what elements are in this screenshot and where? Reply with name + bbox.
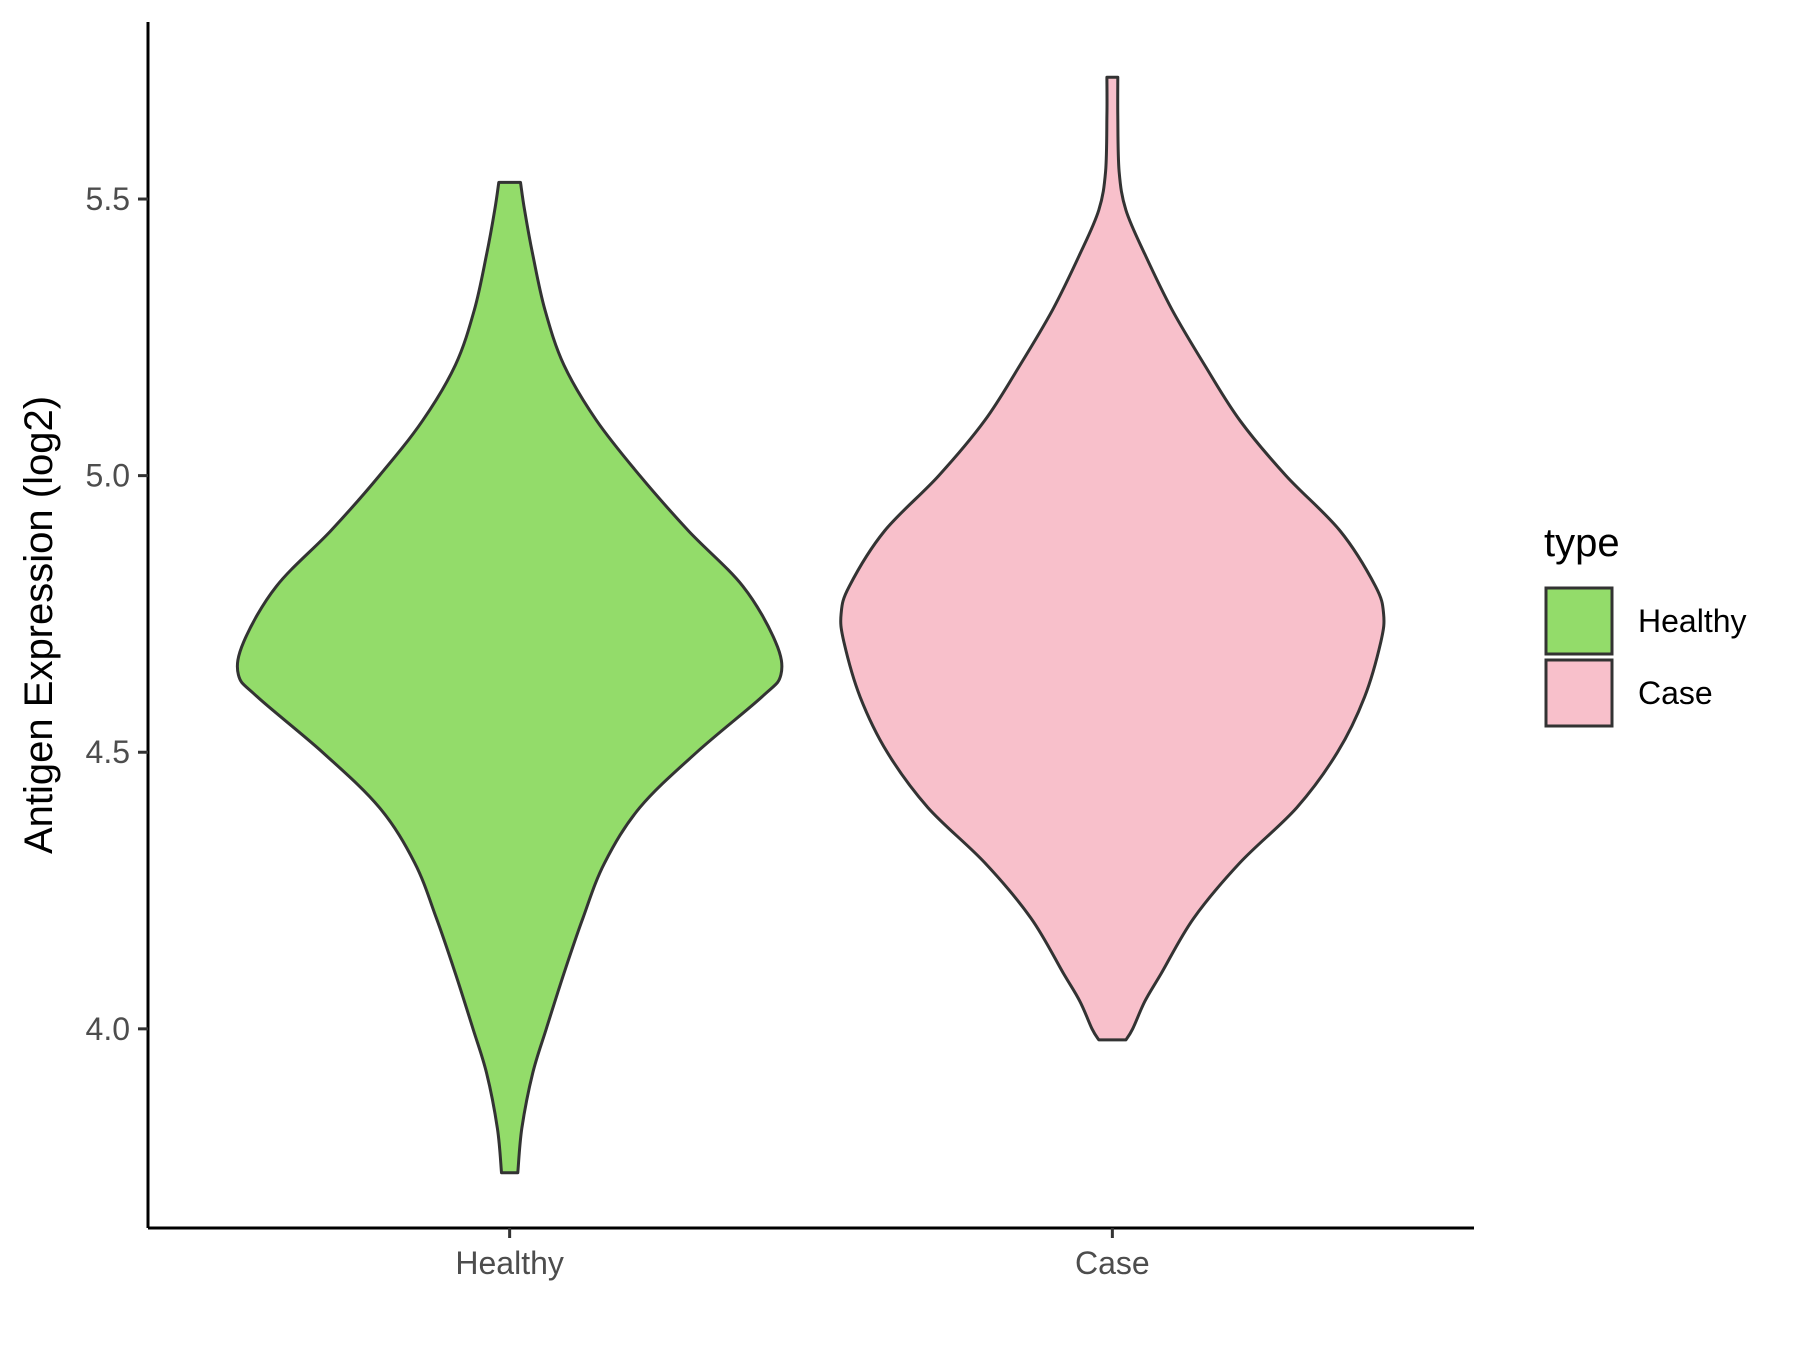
axes: 4.0 4.5 5.0 5.5 Healthy Case Antigen Express… — [17, 22, 1474, 1281]
legend-key-healthy — [1544, 586, 1614, 656]
violin-healthy — [235, 180, 784, 1175]
legend-entries: Healthy Case — [1544, 586, 1747, 728]
y-tick-label: 4.5 — [86, 734, 130, 770]
y-tick-label: 5.5 — [86, 181, 130, 217]
legend: type Healthy Case — [1544, 521, 1747, 728]
y-ticks: 4.0 4.5 5.0 5.5 — [86, 181, 148, 1047]
y-tick-label: 4.0 — [86, 1011, 130, 1047]
legend-key-case — [1544, 658, 1614, 728]
legend-label-case: Case — [1638, 675, 1713, 711]
violin-layer — [235, 75, 1386, 1175]
x-ticks: Healthy Case — [455, 1228, 1150, 1281]
legend-label-healthy: Healthy — [1638, 603, 1747, 639]
x-tick-label: Case — [1075, 1245, 1150, 1281]
y-axis-title: Antigen Expression (log2) — [17, 396, 61, 854]
y-tick-label: 5.0 — [86, 458, 130, 494]
legend-title: type — [1544, 521, 1620, 565]
x-tick-label: Healthy — [455, 1245, 564, 1281]
violin-case — [839, 75, 1386, 1042]
